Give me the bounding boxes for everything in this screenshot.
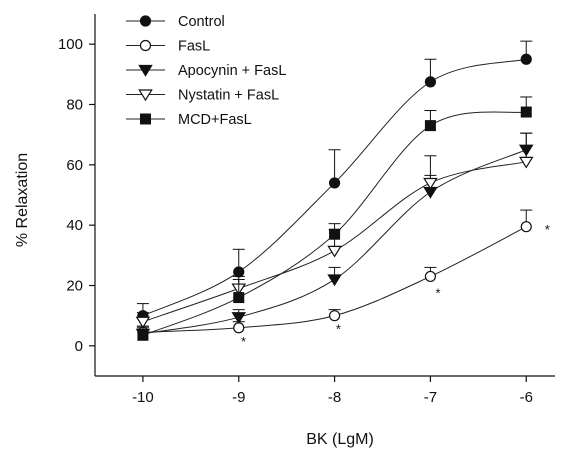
legend-marker	[139, 39, 152, 52]
data-point	[327, 274, 342, 287]
data-point	[231, 312, 247, 324]
data-point	[327, 245, 342, 258]
legend-marker	[138, 64, 153, 77]
legend-item: Control	[126, 14, 225, 30]
x-tick-label: -8	[328, 389, 341, 406]
data-point	[329, 228, 341, 240]
data-point	[424, 270, 437, 283]
legend: Control FasL Apocynin + FasL Nystatin + Fas…	[126, 14, 286, 128]
legend-item: Nystatin + FasL	[126, 88, 279, 104]
legend-label: MCD+FasL	[178, 112, 252, 128]
data-point	[328, 310, 341, 322]
data-point	[233, 322, 245, 334]
data-point	[233, 266, 245, 278]
data-point	[520, 221, 532, 233]
y-tick-label: 0	[75, 338, 83, 355]
plot-area: 0 20 40 60 80 100 -10 -9 -8 -7 -6 * * * * Control FasL Ap…	[58, 14, 555, 406]
y-tick-label: 40	[66, 217, 83, 234]
legend-item: Apocynin + FasL	[126, 63, 286, 79]
data-point	[424, 76, 437, 88]
significance-marker: *	[545, 222, 550, 237]
y-tick-label: 60	[66, 157, 83, 174]
x-tick-label: -10	[132, 389, 154, 406]
y-tick-label: 100	[58, 36, 83, 53]
data-point	[137, 329, 149, 341]
data-point	[135, 316, 151, 329]
x-tick-label: -6	[520, 389, 533, 406]
data-point	[423, 177, 438, 190]
significance-marker: *	[436, 286, 441, 301]
series-nystatin-fasl	[135, 132, 534, 329]
legend-item: FasL	[126, 39, 210, 55]
y-tick-label: 20	[66, 278, 83, 295]
data-point	[518, 156, 534, 169]
x-axis-title: BK (LgM)	[306, 431, 374, 448]
data-point	[520, 53, 532, 65]
data-point	[328, 177, 341, 189]
data-point	[520, 106, 532, 118]
y-tick-label: 80	[66, 97, 83, 114]
significance-marker: *	[336, 322, 341, 337]
legend-label: Apocynin + FasL	[178, 63, 286, 79]
legend-marker	[138, 89, 153, 102]
x-tick-label: -9	[232, 389, 245, 406]
legend-label: Control	[178, 14, 225, 30]
series-control	[136, 40, 533, 322]
series-mcd-fasl	[136, 96, 533, 341]
significance-marker: *	[241, 334, 246, 349]
legend-marker	[140, 113, 151, 125]
y-axis-title: % Relaxation	[14, 153, 31, 247]
legend-label: Nystatin + FasL	[178, 88, 279, 104]
x-tick-label: -7	[424, 389, 437, 406]
data-point	[233, 292, 245, 304]
legend-item: MCD+FasL	[126, 112, 252, 128]
legend-label: FasL	[178, 39, 210, 55]
legend-marker	[139, 15, 152, 27]
data-point	[424, 120, 436, 132]
